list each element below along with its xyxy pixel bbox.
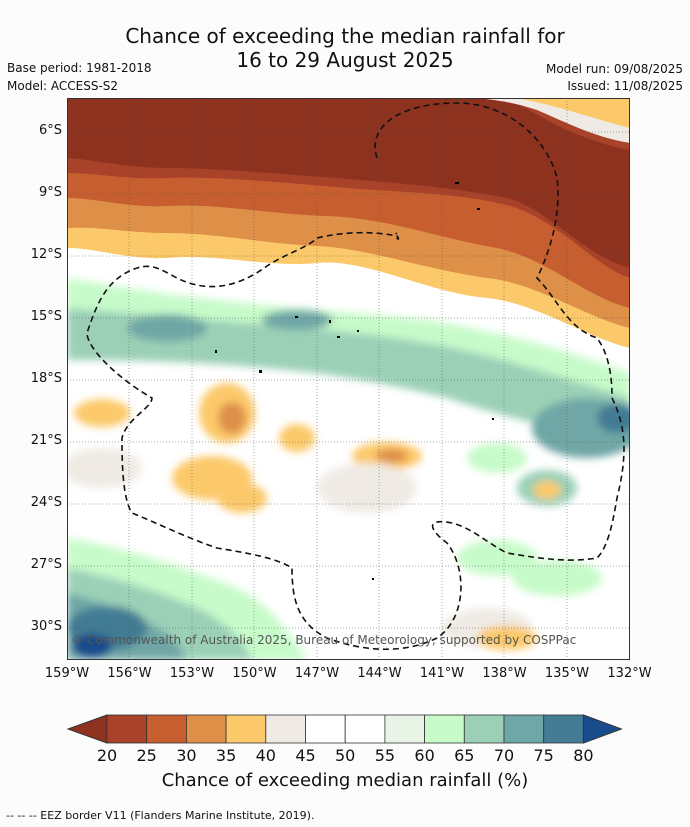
lat-tick-label: 15°S (30, 309, 62, 324)
colorbar-segment (225, 714, 267, 744)
eez-border (86, 102, 625, 650)
colorbar-tick-label: 80 (573, 746, 594, 765)
lon-tick-label: 135°W (544, 666, 590, 681)
chart-title-line1: Chance of exceeding the median rainfall … (125, 24, 565, 48)
rainfall-map: © Commonwealth of Australia 2025, Bureau… (67, 98, 630, 660)
lat-tick-label: 30°S (30, 619, 62, 634)
model-name: Model: ACCESS-S2 (7, 79, 119, 93)
colorbar-tick-label: 25 (136, 746, 157, 765)
lat-tick-label: 9°S (38, 185, 62, 200)
colorbar-extend-low (66, 714, 108, 744)
colorbar-tick-label: 50 (335, 746, 356, 765)
eez-legend-note: -- -- -- EEZ border V11 (Flanders Marine… (6, 809, 315, 822)
colorbar-segment (503, 714, 545, 744)
colorbar-segment (384, 714, 425, 744)
base-period: Base period: 1981-2018 (7, 61, 152, 75)
map-frame (67, 98, 630, 660)
lat-tick-label: 6°S (38, 123, 62, 138)
colorbar-tick-label: 40 (255, 746, 276, 765)
colorbar-tick-label: 75 (533, 746, 554, 765)
lat-tick-label: 12°S (30, 247, 62, 262)
colorbar-tick-label: 35 (215, 746, 237, 765)
colorbar-title: Chance of exceeding median rainfall (%) (161, 770, 529, 791)
colorbar-segment (265, 714, 306, 744)
model-run: Model run: 09/08/2025 (545, 62, 683, 76)
colorbar-tick-label: 55 (374, 746, 396, 765)
colorbar-segment (185, 714, 227, 744)
lat-tick-label: 21°S (30, 433, 62, 448)
lat-tick-label: 18°S (30, 371, 62, 386)
colorbar-tick-label: 70 (493, 746, 515, 765)
lat-tick-label: 24°S (30, 495, 62, 510)
colorbar-tick-label: 65 (454, 746, 475, 765)
lon-tick-label: 132°W (607, 666, 652, 681)
lon-tick-label: 150°W (232, 666, 277, 681)
colorbar-tick-label: 30 (176, 746, 197, 765)
lon-tick-label: 141°W (419, 666, 465, 681)
lon-tick-label: 138°W (482, 666, 527, 681)
region-north-dry-strip (517, 98, 630, 128)
colorbar-segment (424, 714, 465, 744)
chart-title-line2: 16 to 29 August 2025 (236, 48, 454, 72)
islands (215, 182, 494, 580)
colorbar-tick-label: 20 (96, 746, 118, 765)
lon-tick-label: 156°W (107, 666, 152, 681)
lon-tick-label: 153°W (169, 666, 215, 681)
colorbar-segment (463, 714, 505, 744)
lon-tick-label: 144°W (357, 666, 402, 681)
colorbar-segment (543, 714, 584, 744)
colorbar-tick-label: 45 (295, 746, 316, 765)
colorbar-segment (106, 714, 148, 744)
colorbar-segment (305, 714, 346, 744)
colorbar (66, 714, 623, 744)
issued-date: Issued: 11/08/2025 (567, 79, 683, 93)
colorbar-extend-high (582, 714, 623, 744)
lat-tick-label: 27°S (30, 557, 62, 572)
colorbar-segment (146, 714, 187, 744)
map-grid (67, 98, 630, 660)
region-below-20 (67, 98, 630, 268)
colorbar-tick-label: 60 (414, 746, 435, 765)
lon-tick-label: 159°W (44, 666, 90, 681)
copyright-text: © Commonwealth of Australia 2025, Bureau… (71, 633, 576, 647)
colorbar-segment (344, 714, 386, 744)
lon-tick-label: 147°W (294, 666, 340, 681)
